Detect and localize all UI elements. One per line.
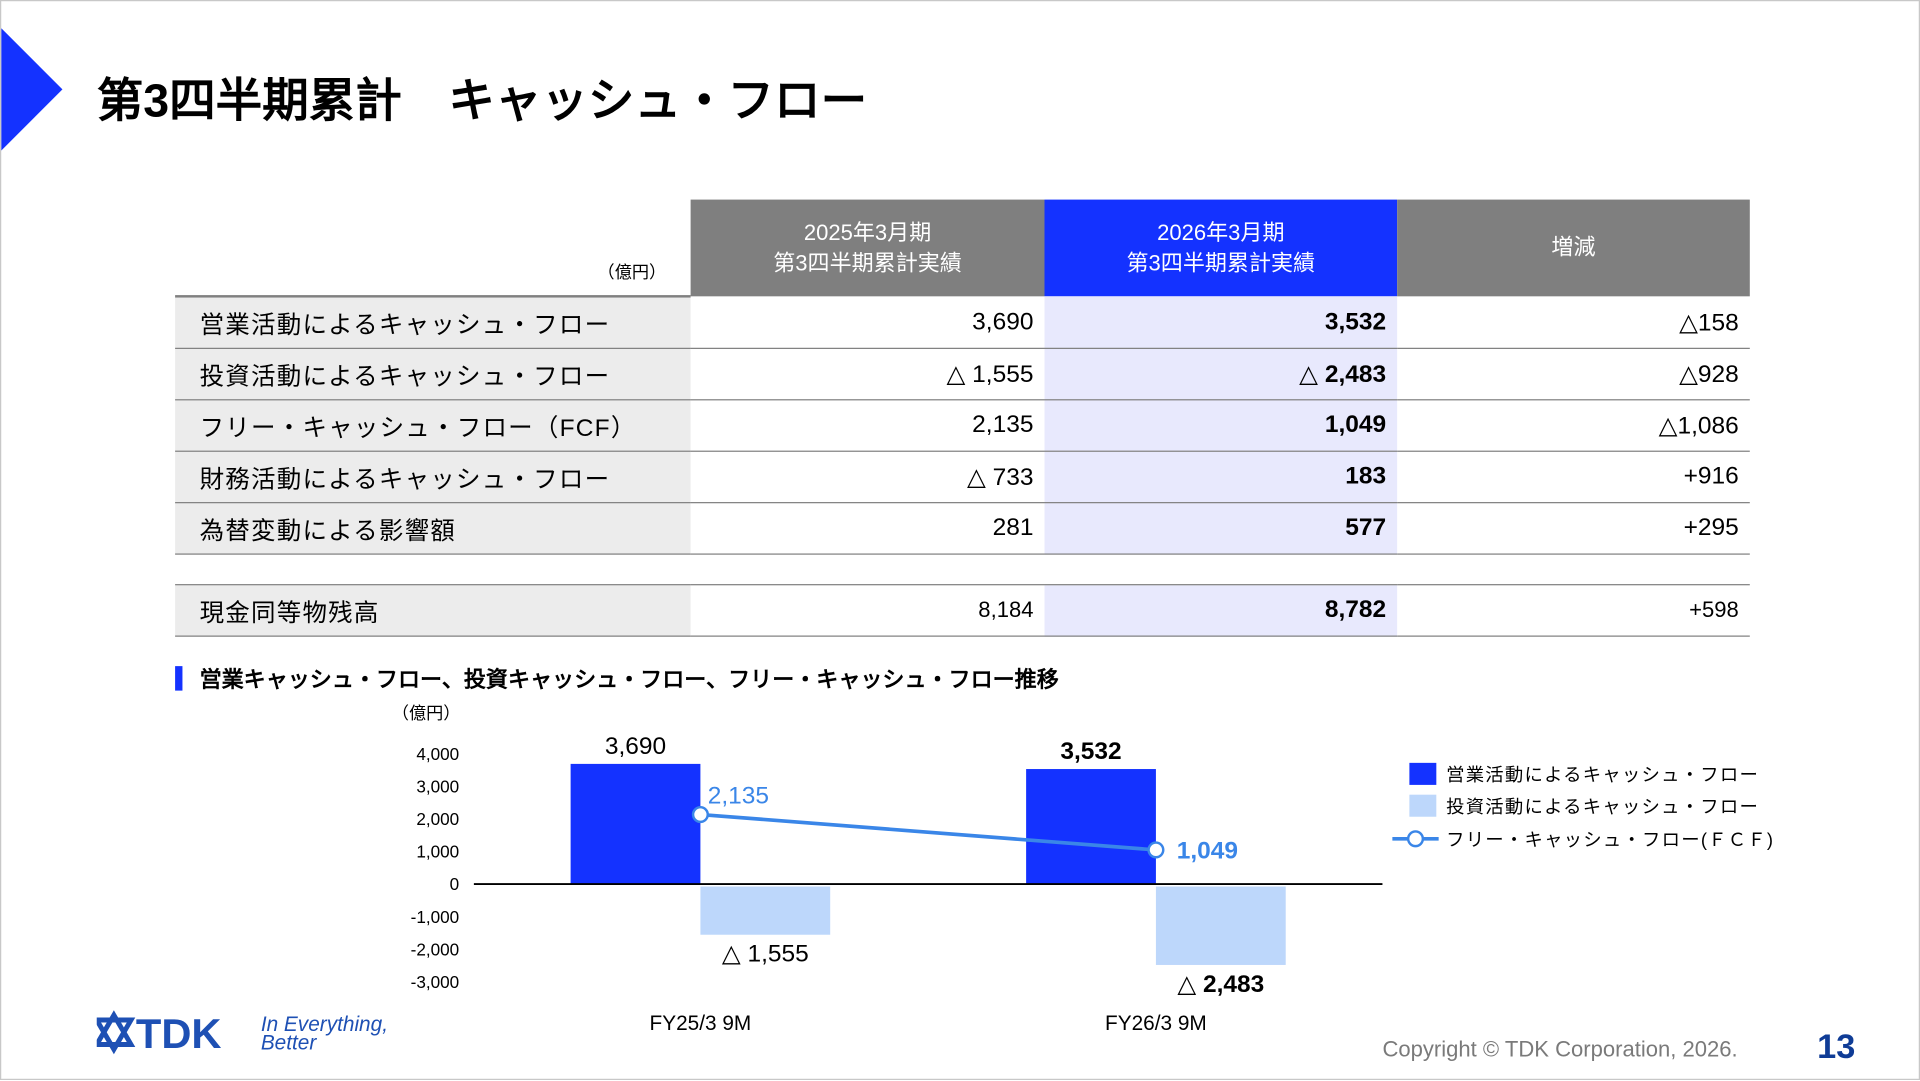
- data-label-operating: 3,690: [605, 733, 666, 760]
- table-row: 投資活動によるキャッシュ・フロー △ 1,555 △ 2,483 △928: [175, 348, 1750, 401]
- value-fy26: 577: [1044, 502, 1398, 555]
- legend-line-marker-icon: [1392, 830, 1439, 848]
- copyright: Copyright © TDK Corporation, 2026.: [1382, 1037, 1738, 1062]
- svg-text:Better: Better: [261, 1031, 318, 1054]
- row-label: 投資活動によるキャッシュ・フロー: [175, 348, 691, 401]
- chart-section-title: 営業キャッシュ・フロー、投資キャッシュ・フロー、フリー・キャッシュ・フロー推移: [175, 662, 1059, 694]
- value-fy26: △ 2,483: [1044, 348, 1398, 401]
- unit-label: （億円）: [175, 199, 691, 298]
- legend-swatch-operating: [1409, 762, 1437, 785]
- header-fy26: 2026年3月期 第3四半期累計実績: [1044, 199, 1398, 297]
- page-title: 第3四半期累計 キャッシュ・フロー: [96, 75, 868, 128]
- value-diff: △928: [1397, 348, 1750, 401]
- y-tick-label: -3,000: [411, 972, 460, 992]
- data-label-operating: 3,532: [1060, 738, 1121, 765]
- data-label-fcf: 1,049: [1177, 837, 1238, 864]
- y-tick-label: 0: [450, 874, 460, 894]
- spacer-row: [175, 554, 1750, 585]
- value-fy26: 8,782: [1044, 584, 1398, 637]
- bar-investing: [700, 886, 831, 935]
- value-fy25: △ 1,555: [690, 348, 1045, 401]
- y-tick-label: 3,000: [416, 776, 459, 796]
- value-fy25: 2,135: [690, 399, 1045, 452]
- legend-item-fcf: フリー・キャッシュ・フロー(ＦＣＦ): [1392, 827, 1774, 853]
- x-tick-label: FY25/3 9M: [650, 1012, 752, 1035]
- tdk-logo: TDK In Everything, Better: [92, 1008, 428, 1063]
- header-fy25: 2025年3月期 第3四半期累計実績: [690, 199, 1045, 297]
- row-label: フリー・キャッシュ・フロー（FCF）: [175, 399, 691, 452]
- fcf-point: [1147, 841, 1165, 859]
- value-diff: △1,086: [1397, 399, 1750, 452]
- bar-operating: [1026, 769, 1156, 885]
- value-diff: △158: [1397, 296, 1750, 349]
- x-tick-label: FY26/3 9M: [1105, 1012, 1207, 1035]
- fcf-line: [700, 812, 1157, 852]
- y-tick-label: -2,000: [411, 939, 460, 959]
- y-tick-label: 4,000: [416, 744, 459, 764]
- table-row-cash: 現金同等物残高 8,184 8,782 +598: [175, 584, 1750, 637]
- value-fy26: 183: [1044, 451, 1398, 504]
- value-fy25: △ 733: [690, 451, 1045, 504]
- legend-item-investing: 投資活動によるキャッシュ・フロー: [1409, 793, 1759, 819]
- table-row: 為替変動による影響額 281 577 +295: [175, 502, 1750, 555]
- page-number: 13: [1817, 1027, 1856, 1066]
- svg-text:TDK: TDK: [136, 1010, 222, 1057]
- value-fy25: 281: [690, 502, 1045, 555]
- value-fy26: 3,532: [1044, 296, 1398, 349]
- y-axis-unit: （億円）: [392, 703, 461, 723]
- value-fy25: 3,690: [690, 296, 1045, 349]
- header-diff: 増減: [1397, 199, 1750, 297]
- bar-investing: [1155, 886, 1286, 965]
- row-label: 財務活動によるキャッシュ・フロー: [175, 451, 691, 504]
- title-chevron-icon: [1, 28, 63, 151]
- table-row: 営業活動によるキャッシュ・フロー 3,690 3,532 △158: [175, 296, 1750, 349]
- data-label-investing: △ 1,555: [722, 941, 809, 968]
- value-diff: +598: [1397, 584, 1750, 637]
- value-diff: +295: [1397, 502, 1750, 555]
- row-label: 現金同等物残高: [175, 584, 691, 637]
- value-fy25: 8,184: [690, 584, 1045, 637]
- value-fy26: 1,049: [1044, 399, 1398, 452]
- legend-item-operating: 営業活動によるキャッシュ・フロー: [1409, 762, 1759, 788]
- fcf-point: [691, 805, 709, 824]
- data-label-investing: △ 2,483: [1177, 971, 1264, 998]
- table-header: （億円） 2025年3月期 第3四半期累計実績 2026年3月期 第3四半期累計実績…: [175, 199, 1750, 298]
- table-row: フリー・キャッシュ・フロー（FCF） 2,135 1,049 △1,086: [175, 399, 1750, 452]
- y-tick-label: 1,000: [416, 842, 459, 862]
- legend-swatch-investing: [1409, 794, 1437, 817]
- bar-operating: [570, 763, 701, 885]
- row-label: 営業活動によるキャッシュ・フロー: [175, 296, 691, 349]
- svg-text:In Everything,: In Everything,: [261, 1013, 388, 1036]
- section-marker-icon: [175, 666, 183, 691]
- y-tick-label: 2,000: [416, 809, 459, 829]
- row-label: 為替変動による影響額: [175, 502, 691, 555]
- data-label-fcf: 2,135: [708, 783, 769, 810]
- y-tick-label: -1,000: [411, 907, 460, 927]
- table-row: 財務活動によるキャッシュ・フロー △ 733 183 +916: [175, 451, 1750, 504]
- value-diff: +916: [1397, 451, 1750, 504]
- cash-flow-table: （億円） 2025年3月期 第3四半期累計実績 2026年3月期 第3四半期累計実績…: [175, 199, 1750, 637]
